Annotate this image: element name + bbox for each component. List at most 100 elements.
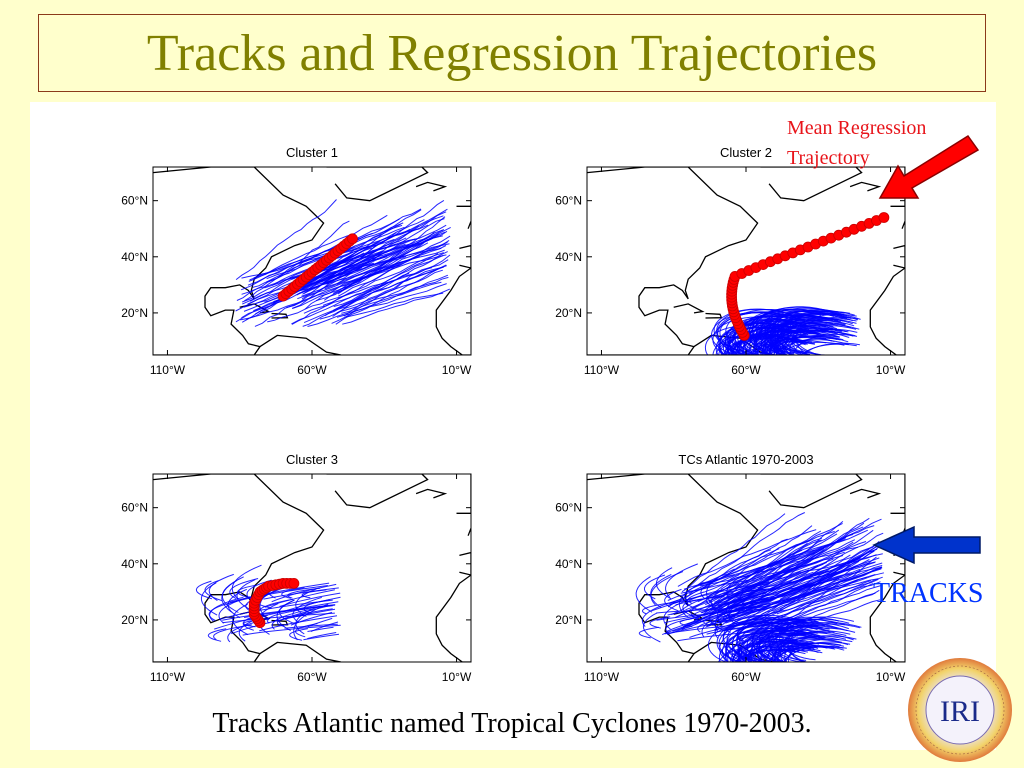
y-tick-label: 60°N <box>555 501 582 515</box>
cyclone-track <box>756 647 821 662</box>
cyclone-track <box>778 341 845 355</box>
cyclone-track <box>244 220 350 302</box>
cyclone-track <box>731 646 805 662</box>
cyclone-track <box>717 322 794 355</box>
cyclone-track <box>207 628 227 642</box>
cyclone-track <box>232 603 249 636</box>
cyclone-track <box>331 254 451 324</box>
cyclone-track <box>294 623 318 638</box>
x-tick-label: 10°W <box>876 363 906 377</box>
cyclone-track <box>779 337 841 355</box>
cyclone-track <box>743 641 811 662</box>
cyclone-track <box>772 532 884 598</box>
cyclone-track <box>739 580 770 607</box>
cyclone-track <box>342 288 450 325</box>
coastline <box>869 267 905 355</box>
figure-panel: Cluster 1 110°W 60°W 10°W 60°N 40°N 20°N Cluste… <box>30 102 996 750</box>
cyclone-track <box>719 323 790 355</box>
panel-title: Cluster 1 <box>286 145 338 160</box>
cyclone-track <box>296 608 333 616</box>
mean-trajectory-point <box>288 577 300 589</box>
cyclone-track <box>686 591 705 611</box>
coastline <box>705 312 723 319</box>
cyclone-track <box>761 542 885 615</box>
x-tick-label: 10°W <box>442 363 472 377</box>
map-panel-4: TCs Atlantic 1970-2003 110°W 60°W 10°W 60°N 4… <box>555 452 906 684</box>
cyclone-track <box>744 323 827 355</box>
cyclone-track <box>729 554 851 614</box>
slide-caption: Tracks Atlantic named Tropical Cyclones … <box>212 708 812 739</box>
cyclone-track <box>724 638 796 662</box>
cyclone-track <box>779 548 877 600</box>
cyclone-track <box>667 578 840 616</box>
cyclone-track <box>741 553 883 592</box>
cyclone-track <box>733 314 800 355</box>
cyclone-track <box>723 581 881 631</box>
mean-annotation-line1: Mean Regression <box>787 117 927 139</box>
cyclone-track <box>688 538 788 595</box>
cyclone-track <box>751 625 831 662</box>
cyclone-track <box>785 641 851 662</box>
cyclone-track <box>229 578 259 600</box>
cyclone-track <box>315 235 451 302</box>
coastline <box>688 334 776 355</box>
cyclone-track <box>282 604 332 620</box>
cyclone-track <box>208 573 234 602</box>
coastline <box>849 181 882 192</box>
cyclone-track <box>713 308 791 353</box>
cyclone-track <box>282 596 341 613</box>
cyclone-track <box>724 321 810 355</box>
cyclone-track <box>705 569 810 628</box>
cyclone-track <box>697 616 736 633</box>
coastline <box>435 574 471 662</box>
cyclone-track <box>666 614 768 635</box>
cyclone-track <box>727 553 866 608</box>
cyclone-track <box>752 619 819 662</box>
cyclone-track <box>766 309 845 353</box>
map-panel-3: Cluster 3 110°W 60°W 10°W 60°N 40°N 20°N <box>121 452 472 684</box>
x-tick-label: 10°W <box>876 670 906 684</box>
coastline <box>459 551 471 576</box>
cyclone-track <box>802 342 860 355</box>
coastline <box>456 474 471 514</box>
cyclone-track <box>638 626 659 639</box>
cyclone-track <box>706 576 868 626</box>
cyclone-track <box>725 622 797 662</box>
y-tick-label: 20°N <box>555 613 582 627</box>
panel-title: Cluster 3 <box>286 452 338 467</box>
x-tick-label: 60°W <box>731 363 761 377</box>
cyclone-track <box>666 604 763 633</box>
cyclone-track <box>681 513 786 593</box>
cyclone-track <box>677 529 817 587</box>
cyclone-track <box>655 567 673 600</box>
cyclone-track <box>307 283 447 327</box>
cyclone-track <box>727 589 767 599</box>
coastline <box>849 488 882 499</box>
coastline <box>760 474 863 509</box>
cyclone-track <box>235 199 337 280</box>
mean-trajectory-point <box>347 233 358 245</box>
cyclone-track <box>341 281 442 314</box>
cyclone-track <box>276 599 295 632</box>
cyclone-track <box>195 580 213 600</box>
cyclone-track <box>721 529 840 586</box>
cyclone-track <box>231 608 336 635</box>
y-tick-label: 20°N <box>121 613 148 627</box>
cyclone-track <box>739 525 875 589</box>
cyclone-track <box>649 616 671 629</box>
panel-title: Cluster 2 <box>720 145 772 160</box>
cyclone-track <box>301 589 327 599</box>
cyclone-track <box>722 611 754 622</box>
x-tick-label: 110°W <box>584 670 620 684</box>
cyclone-track <box>677 630 769 642</box>
cyclone-track <box>303 215 444 294</box>
cyclone-track <box>227 618 269 643</box>
cyclone-track <box>800 343 857 355</box>
cyclone-track <box>779 627 856 662</box>
mean-annotation-line2: Trajectory <box>787 147 870 169</box>
cyclone-track <box>641 601 677 615</box>
y-tick-label: 60°N <box>121 194 148 208</box>
cyclone-track <box>693 539 811 588</box>
cyclone-track <box>247 242 420 305</box>
cyclone-track <box>295 605 321 635</box>
